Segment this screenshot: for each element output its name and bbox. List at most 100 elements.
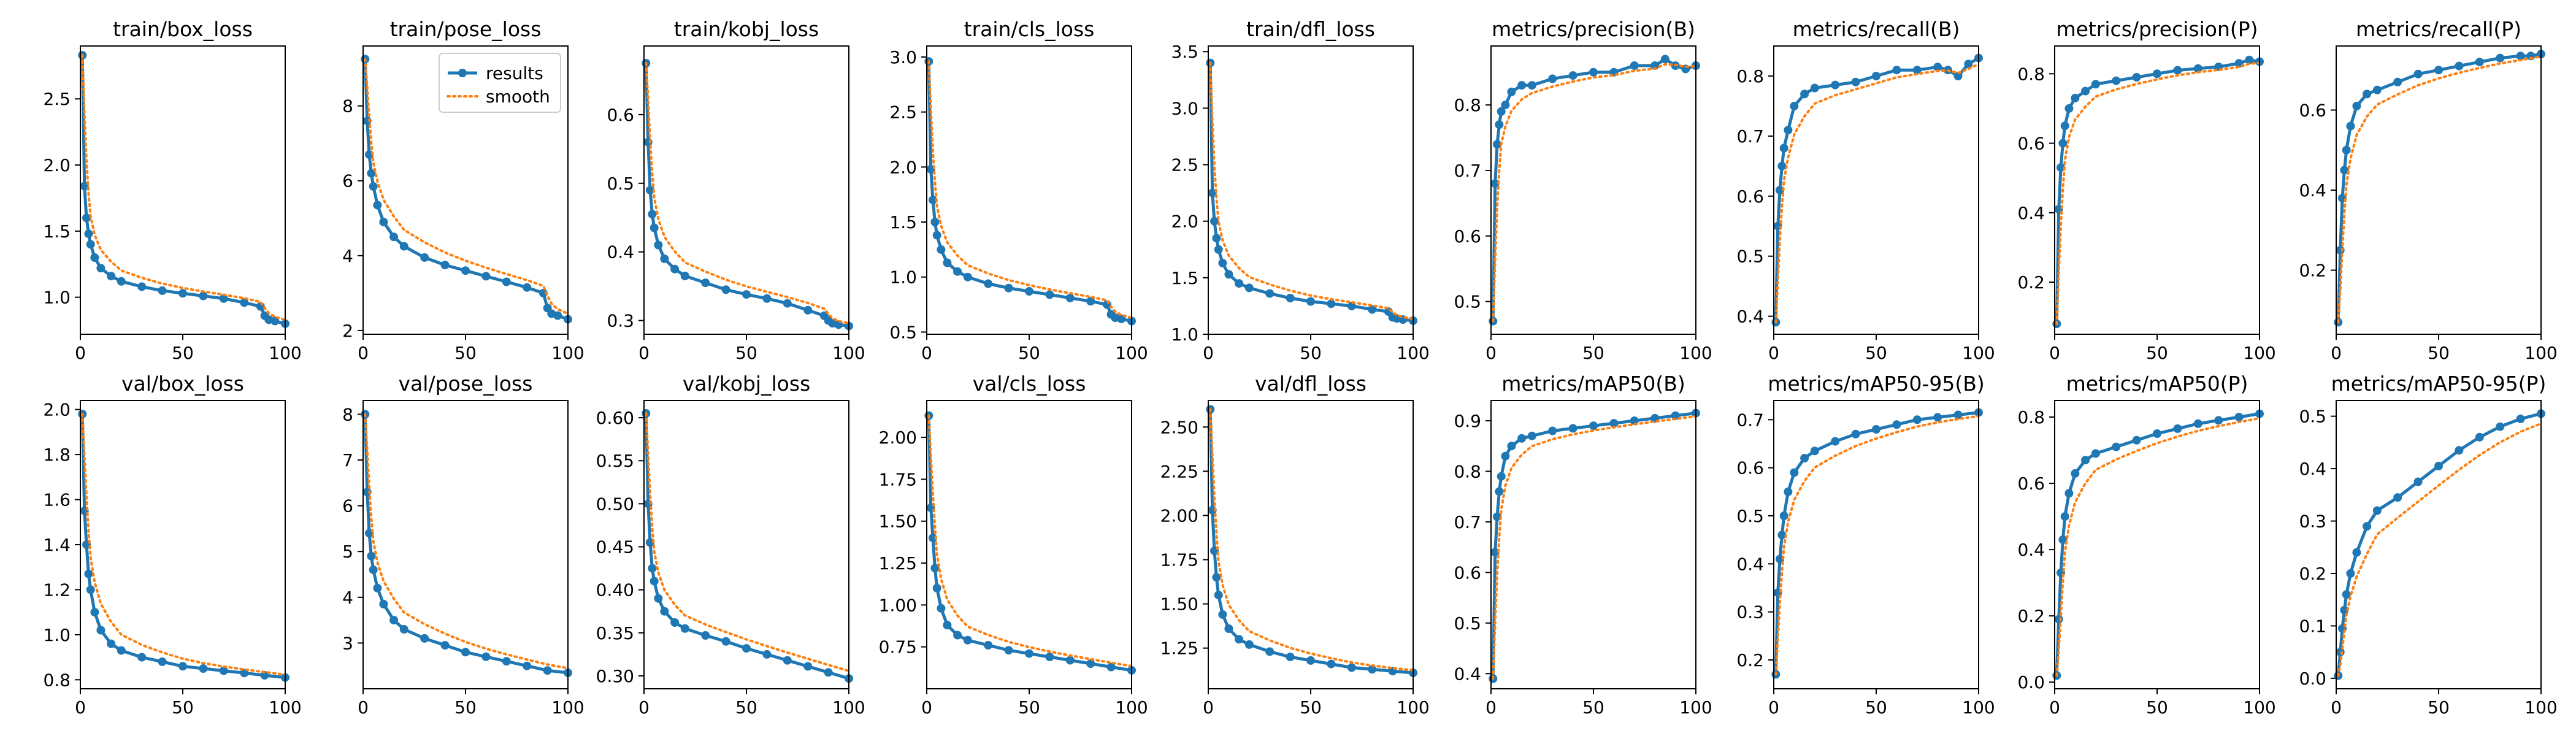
results-point xyxy=(648,564,657,573)
subplot-title: val/pose_loss xyxy=(399,372,533,396)
y-tick-label: 0.3 xyxy=(607,311,634,331)
y-tick-label: 1.75 xyxy=(1160,550,1198,570)
results-point xyxy=(963,635,972,645)
results-point xyxy=(2516,52,2525,61)
results-point xyxy=(2516,414,2525,423)
y-tick-label: 1.0 xyxy=(43,625,71,645)
results-point xyxy=(2112,442,2121,451)
subplot-title: train/dfl_loss xyxy=(1246,17,1375,41)
x-tick-label: 50 xyxy=(172,697,194,718)
results-point xyxy=(1912,415,1922,424)
y-tick-label: 0.4 xyxy=(1454,664,1481,684)
results-point xyxy=(2346,569,2355,578)
results-point xyxy=(1208,188,1217,197)
x-tick-label: 0 xyxy=(358,697,369,718)
y-tick-label: 1.5 xyxy=(1171,268,1198,288)
x-tick-label: 0 xyxy=(2049,697,2060,718)
results-point xyxy=(2346,121,2355,131)
results-point xyxy=(1286,294,1295,302)
results-point xyxy=(1568,71,1577,80)
x-tick-label: 100 xyxy=(1397,343,1429,363)
axes-frame xyxy=(362,400,569,689)
results-point xyxy=(158,286,167,295)
results-point xyxy=(1025,649,1033,658)
smooth-line xyxy=(1492,63,1696,323)
results-point xyxy=(1548,426,1557,435)
results-point xyxy=(1548,74,1557,83)
subplot-train-box-loss: train/box_loss 0 50 100 1.0 1.5 2.0 2.5 xyxy=(43,17,301,363)
results-point xyxy=(1609,419,1619,428)
results-point xyxy=(1912,66,1922,75)
results-point xyxy=(1490,179,1500,188)
y-tick-label: 2.5 xyxy=(1171,155,1198,175)
y-tick-label: 0.7 xyxy=(1736,410,1764,430)
results-point xyxy=(219,666,228,675)
y-tick-label: 2.0 xyxy=(1171,212,1198,232)
subplot-train-kobj-loss: train/kobj_loss 0 50 100 0.3 0.4 0.5 0.6 xyxy=(607,17,865,363)
y-tick-label: 2.50 xyxy=(1160,417,1198,437)
y-tick-label: 8 xyxy=(342,96,353,117)
results-point xyxy=(943,621,952,630)
results-point xyxy=(1212,234,1221,243)
axes-frame xyxy=(643,400,849,689)
y-tick-label: 2.0 xyxy=(43,400,71,420)
y-tick-label: 0.6 xyxy=(1736,458,1764,478)
y-tick-label: 1.5 xyxy=(889,212,917,232)
smooth-line xyxy=(81,413,285,676)
results-point xyxy=(670,264,680,274)
y-tick-label: 1.4 xyxy=(43,535,71,555)
y-tick-label: 0.8 xyxy=(1454,95,1481,115)
y-tick-label: 0.30 xyxy=(596,666,634,686)
results-point xyxy=(2413,477,2423,486)
results-point xyxy=(1953,410,1963,420)
results-point xyxy=(1306,297,1315,306)
y-tick-label: 0.45 xyxy=(596,537,634,558)
x-tick-label: 0 xyxy=(921,697,932,718)
results-point xyxy=(803,305,813,315)
results-point xyxy=(2081,86,2090,96)
subplot-metrics-map50-95-p: metrics/mAP50-95(P) 0 50 100 0.0 0.1 0.2 0.3 0.4… xyxy=(2299,372,2557,718)
smooth-line xyxy=(364,413,568,670)
results-point xyxy=(2434,461,2443,470)
y-tick-label: 0.4 xyxy=(2299,459,2326,479)
results-point xyxy=(660,254,669,263)
legend-results-marker xyxy=(458,69,467,77)
results-point xyxy=(1347,663,1356,672)
results-point xyxy=(1086,659,1095,668)
axes-frame xyxy=(2054,400,2260,689)
y-tick-label: 0.2 xyxy=(1736,650,1764,670)
results-point xyxy=(1660,55,1669,64)
x-tick-label: 100 xyxy=(1679,697,1712,718)
results-point xyxy=(2064,489,2074,498)
results-point xyxy=(650,223,659,232)
x-tick-label: 0 xyxy=(1485,697,1497,718)
results-point xyxy=(1327,659,1336,669)
results-point xyxy=(1831,437,1840,446)
results-point xyxy=(1025,287,1033,296)
results-point xyxy=(399,625,408,634)
results-point xyxy=(178,662,187,671)
y-tick-label: 0.1 xyxy=(2299,616,2326,636)
y-tick-label: 2.0 xyxy=(43,155,71,175)
results-point xyxy=(96,264,105,273)
results-point xyxy=(721,637,730,646)
results-point xyxy=(680,624,689,633)
results-point xyxy=(481,652,491,661)
y-tick-label: 1.8 xyxy=(43,445,71,465)
smooth-line xyxy=(81,54,285,321)
results-point xyxy=(1964,59,1973,69)
y-tick-label: 1.5 xyxy=(43,221,71,242)
x-tick-label: 100 xyxy=(269,343,301,363)
x-tick-label: 0 xyxy=(2331,343,2342,363)
results-point xyxy=(762,650,772,659)
results-point xyxy=(2153,69,2161,79)
x-tick-label: 0 xyxy=(75,343,86,363)
results-point xyxy=(930,564,940,573)
x-tick-label: 100 xyxy=(832,343,865,363)
results-point xyxy=(1527,431,1536,440)
results-point xyxy=(1224,624,1233,633)
y-tick-label: 1.25 xyxy=(1160,638,1198,659)
y-tick-label: 2.25 xyxy=(1160,461,1198,481)
results-point xyxy=(783,299,792,308)
x-tick-label: 50 xyxy=(2428,697,2450,718)
